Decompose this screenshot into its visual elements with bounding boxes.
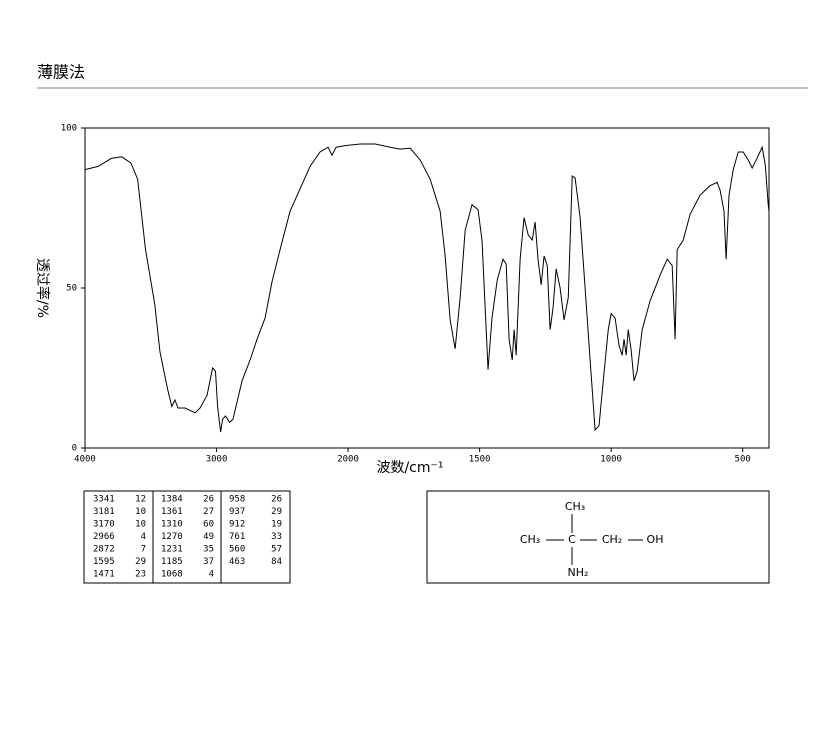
peak-wavenumber: 3181 bbox=[93, 507, 115, 517]
x-tick-label: 500 bbox=[735, 455, 751, 465]
peak-transmittance: 7 bbox=[141, 545, 146, 555]
peak-wavenumber: 1231 bbox=[161, 545, 183, 555]
x-tick-label: 2000 bbox=[337, 455, 359, 465]
x-tick-label: 1000 bbox=[600, 455, 622, 465]
peak-wavenumber: 3341 bbox=[93, 495, 115, 505]
peak-wavenumber: 1384 bbox=[161, 495, 183, 505]
peak-transmittance: 4 bbox=[141, 532, 146, 542]
peak-transmittance: 10 bbox=[135, 520, 146, 530]
group-label: CH₃ bbox=[520, 533, 540, 546]
peak-table-frame bbox=[83, 490, 291, 584]
peak-transmittance: 84 bbox=[271, 557, 282, 567]
peak-transmittance: 4 bbox=[209, 570, 214, 580]
y-tick-label: 100 bbox=[61, 124, 77, 134]
peak-wavenumber: 2966 bbox=[93, 532, 115, 542]
peak-transmittance: 26 bbox=[203, 495, 214, 505]
x-tick-label: 4000 bbox=[74, 455, 96, 465]
peak-transmittance: 57 bbox=[271, 545, 282, 555]
y-axis-label: 透过率/% bbox=[34, 258, 51, 318]
peak-wavenumber: 1270 bbox=[161, 532, 183, 542]
peak-transmittance: 60 bbox=[203, 520, 214, 530]
peak-wavenumber: 560 bbox=[229, 545, 245, 555]
y-tick-label: 0 bbox=[72, 444, 77, 454]
peak-wavenumber: 937 bbox=[229, 507, 245, 517]
peak-wavenumber: 1185 bbox=[161, 557, 183, 567]
peak-wavenumber: 1471 bbox=[93, 570, 115, 580]
group-label: OH bbox=[647, 533, 664, 546]
peak-wavenumber: 1310 bbox=[161, 520, 183, 530]
peak-transmittance: 49 bbox=[203, 532, 214, 542]
peak-transmittance: 27 bbox=[203, 507, 214, 517]
peak-transmittance: 37 bbox=[203, 557, 214, 567]
x-axis-label: 波数/cm⁻¹ bbox=[376, 460, 443, 476]
peak-transmittance: 12 bbox=[135, 495, 146, 505]
y-tick-label: 50 bbox=[66, 284, 77, 294]
peak-wavenumber: 1595 bbox=[93, 557, 115, 567]
peak-wavenumber: 1068 bbox=[161, 570, 183, 580]
spectrum-line bbox=[84, 143, 770, 433]
peak-transmittance: 33 bbox=[271, 532, 282, 542]
peak-wavenumber: 1361 bbox=[161, 507, 183, 517]
peak-transmittance: 29 bbox=[135, 557, 146, 567]
group-label: C bbox=[568, 533, 576, 546]
plot-frame bbox=[84, 127, 770, 449]
structure: CH₃ CH₃ C CH₂ OH NH₂ bbox=[520, 500, 664, 579]
group-label: CH₃ bbox=[565, 500, 585, 513]
peak-transmittance: 29 bbox=[271, 507, 282, 517]
peak-wavenumber: 463 bbox=[229, 557, 245, 567]
peak-transmittance: 19 bbox=[271, 520, 282, 530]
page-title: 薄膜法 bbox=[37, 63, 85, 82]
group-label: NH₂ bbox=[568, 566, 589, 579]
structure-frame bbox=[426, 490, 770, 584]
group-label: CH₂ bbox=[602, 533, 622, 546]
peak-wavenumber: 912 bbox=[229, 520, 245, 530]
peak-wavenumber: 958 bbox=[229, 495, 245, 505]
x-tick-label: 3000 bbox=[206, 455, 228, 465]
x-tick-label: 1500 bbox=[469, 455, 491, 465]
peak-transmittance: 23 bbox=[135, 570, 146, 580]
peak-transmittance: 26 bbox=[271, 495, 282, 505]
peak-wavenumber: 3170 bbox=[93, 520, 115, 530]
peak-wavenumber: 761 bbox=[229, 532, 245, 542]
peak-transmittance: 10 bbox=[135, 507, 146, 517]
peak-transmittance: 35 bbox=[203, 545, 214, 555]
peak-wavenumber: 2872 bbox=[93, 545, 115, 555]
